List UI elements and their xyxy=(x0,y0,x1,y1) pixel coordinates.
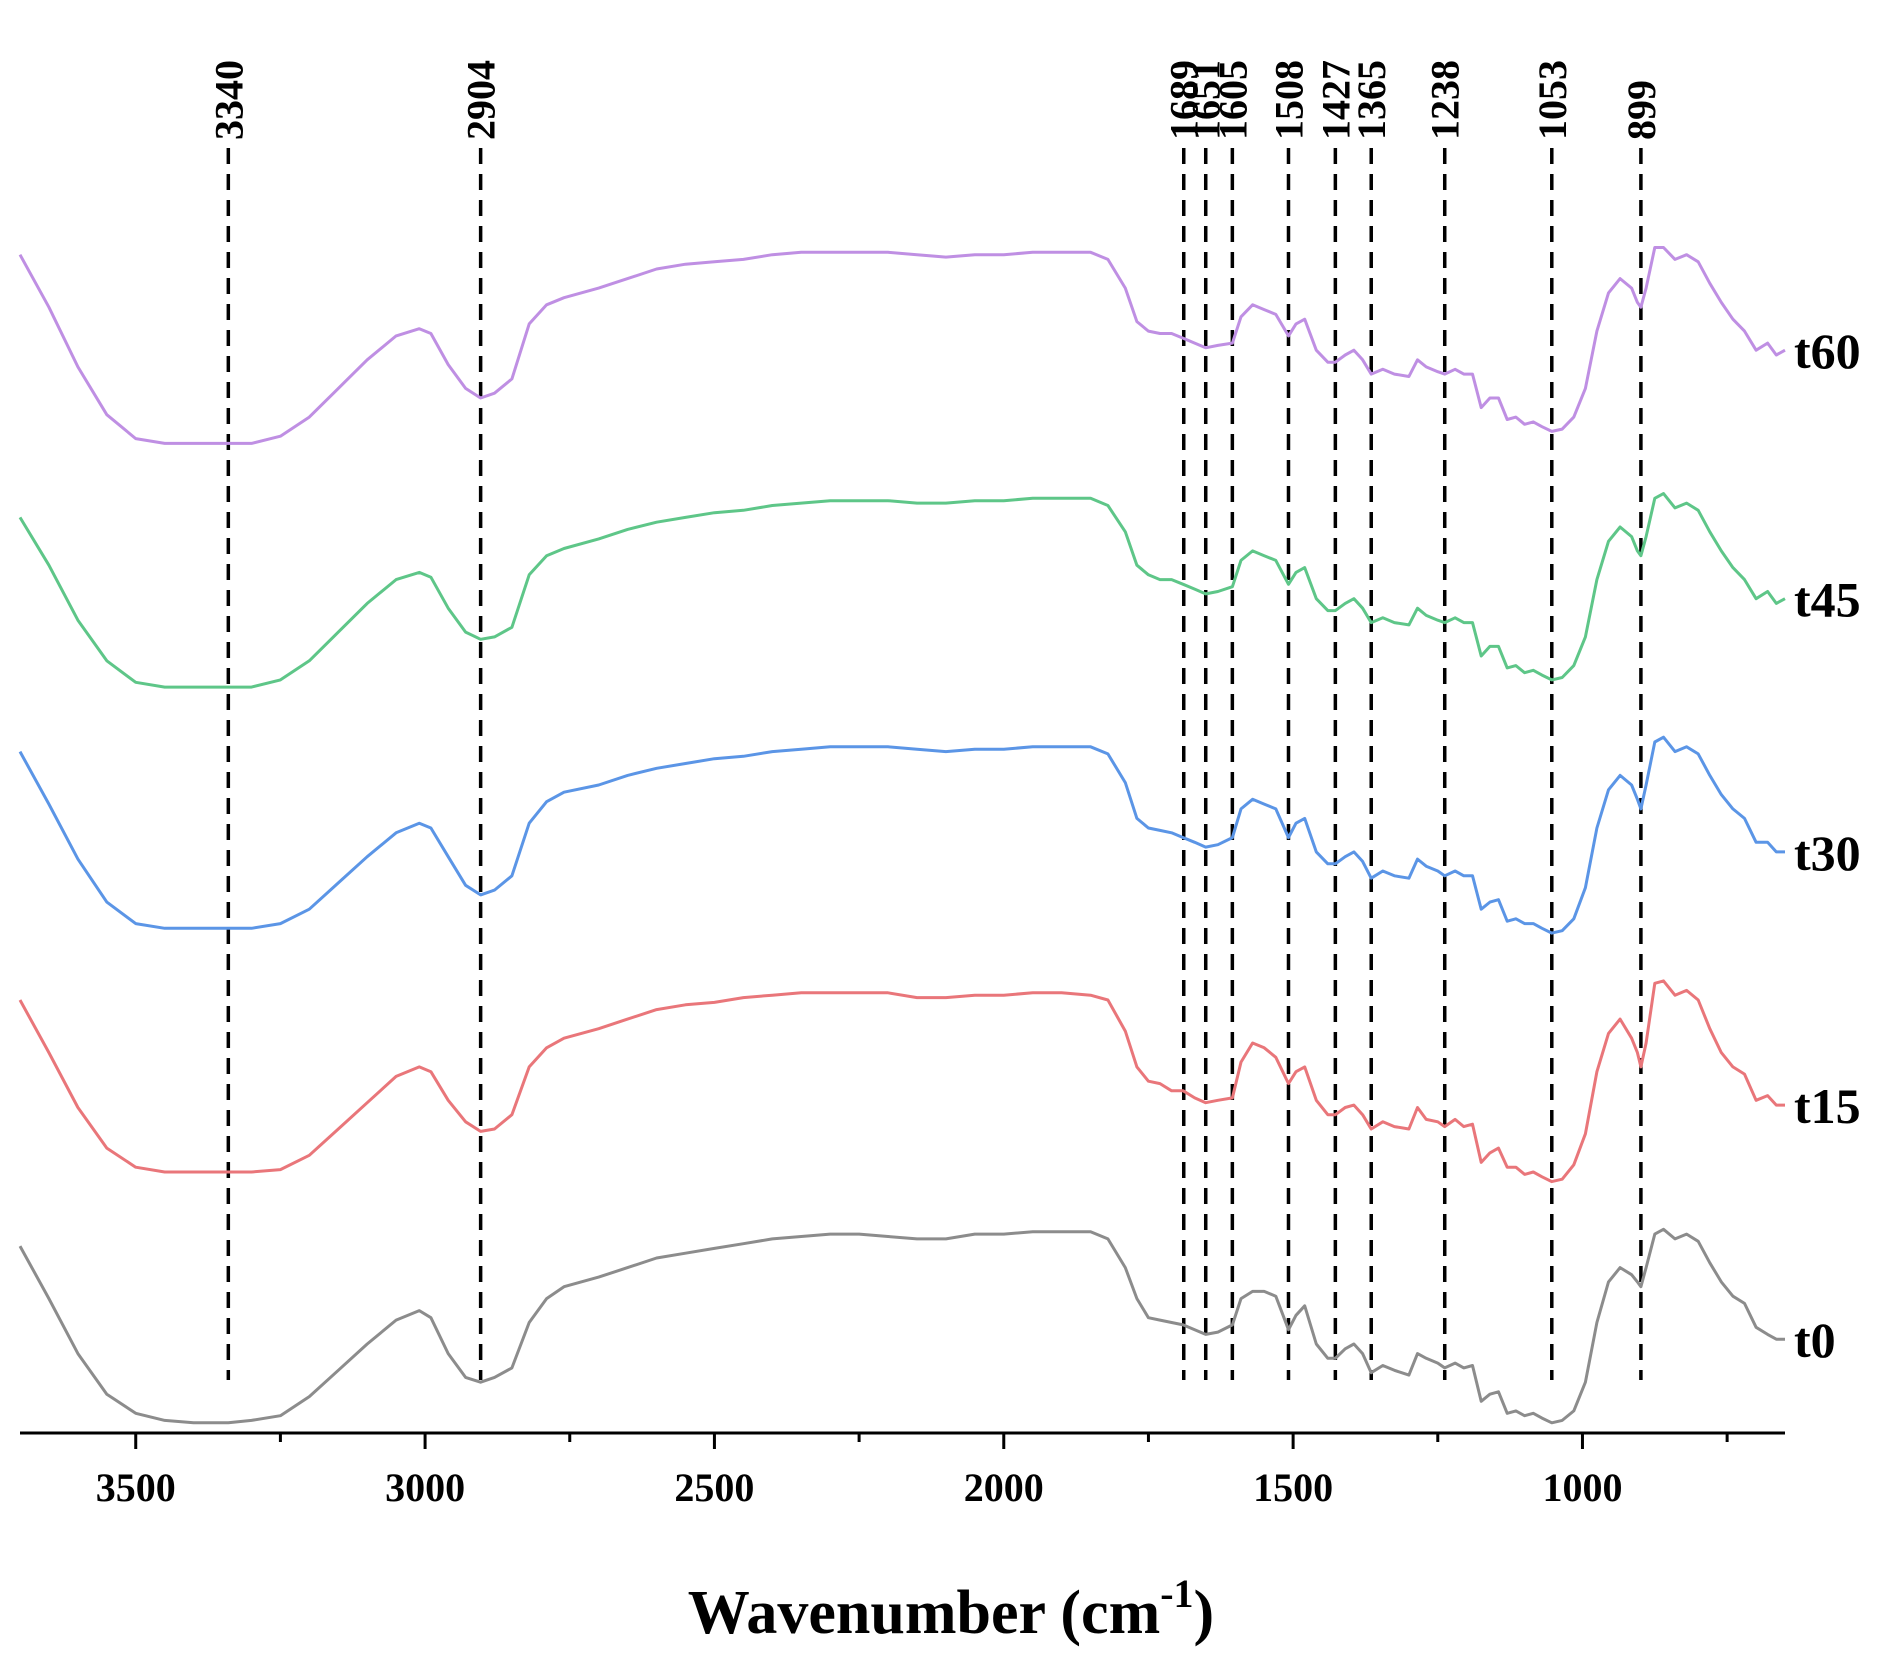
series-label-t15: t15 xyxy=(1794,1078,1861,1134)
peak-label-1651: 1651 xyxy=(1184,60,1229,140)
peak-label-1365: 1365 xyxy=(1349,60,1394,140)
x-tick-label-1500: 1500 xyxy=(1253,1465,1333,1510)
peak-label-1689: 1689 xyxy=(1162,60,1207,140)
peak-label-1053: 1053 xyxy=(1530,60,1575,140)
spectrum-line-t60 xyxy=(18,246,1786,445)
x-tick-label-3000: 3000 xyxy=(385,1465,465,1510)
x-axis-label-superscript: -1 xyxy=(1160,1571,1193,1616)
peak-label-899: 899 xyxy=(1619,80,1664,140)
x-tick-label-3500: 3500 xyxy=(96,1465,176,1510)
x-tick-label-2000: 2000 xyxy=(964,1465,1044,1510)
spectra-series: t0 t15 t30 t45 t60 xyxy=(18,246,1861,1425)
peak-label-1427: 1427 xyxy=(1313,60,1358,140)
series-label-t45: t45 xyxy=(1794,572,1861,628)
series-label-t0: t0 xyxy=(1794,1312,1836,1368)
peak-label-1605: 1605 xyxy=(1210,60,1255,140)
spectrum-line-t45 xyxy=(18,492,1786,689)
spectrum-line-t0 xyxy=(18,1227,1785,1425)
x-tick-label-2500: 2500 xyxy=(674,1465,754,1510)
peak-label-1238: 1238 xyxy=(1423,60,1468,140)
spectrum-line-t30 xyxy=(18,735,1785,935)
peak-label-1508: 1508 xyxy=(1266,60,1311,140)
peak-label-3340: 3340 xyxy=(206,60,251,140)
spectrum-line-t15 xyxy=(18,979,1785,1184)
x-axis: 3500 3000 2500 2000 1500 1000 xyxy=(20,1431,1785,1510)
x-axis-label: Wavenumber (cm-1) xyxy=(688,1571,1214,1647)
x-tick-label-1000: 1000 xyxy=(1542,1465,1622,1510)
series-label-t30: t30 xyxy=(1794,825,1861,881)
x-axis-label-end: ) xyxy=(1194,1579,1215,1647)
series-label-t60: t60 xyxy=(1794,323,1861,379)
peak-label-2904: 2904 xyxy=(459,60,504,140)
